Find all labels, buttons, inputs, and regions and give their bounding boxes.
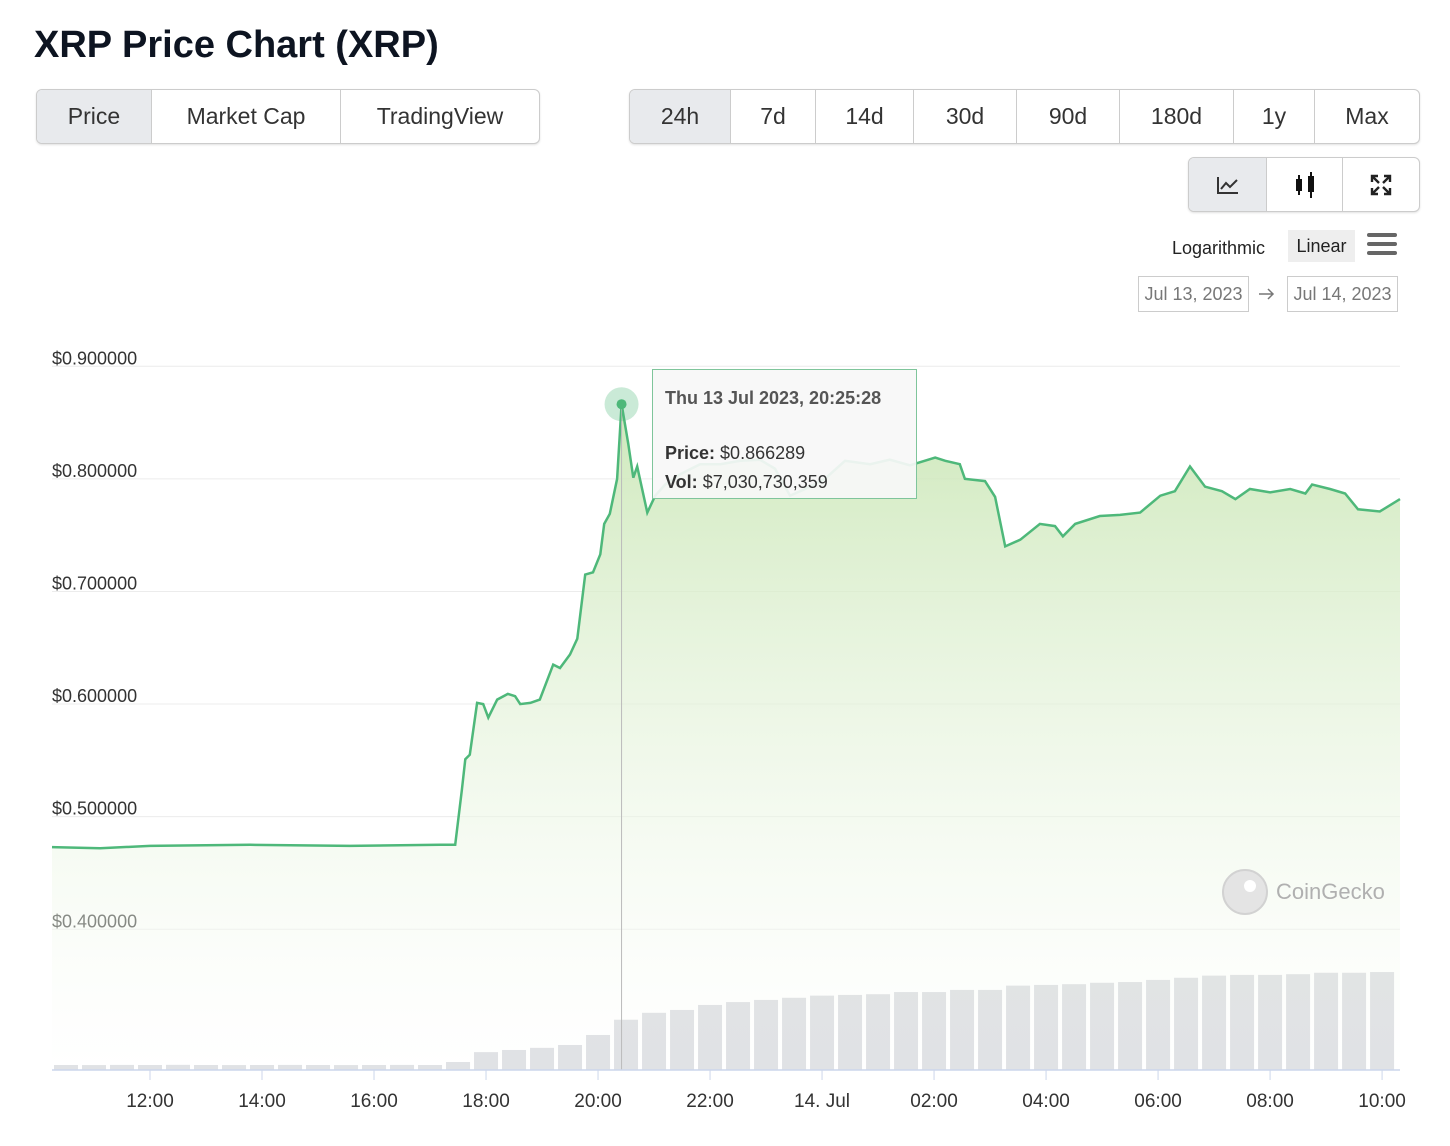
- y-tick-label: $0.900000: [52, 348, 137, 368]
- y-tick-label: $0.700000: [52, 573, 137, 593]
- x-tick-label: 06:00: [1134, 1091, 1182, 1112]
- expand-icon: [1370, 174, 1392, 195]
- line-icon: [1216, 176, 1238, 194]
- range-button[interactable]: 1y: [1234, 90, 1315, 143]
- page-title: XRP Price Chart (XRP): [34, 24, 439, 66]
- x-tick-label: 02:00: [910, 1091, 958, 1112]
- range-button[interactable]: Max: [1345, 103, 1389, 129]
- tooltip-vol-label: Vol:: [665, 472, 698, 492]
- range-button[interactable]: 90d: [1017, 90, 1120, 143]
- candle-icon: [1295, 171, 1314, 198]
- x-tick-label: 20:00: [574, 1091, 622, 1112]
- x-tick-label: 14:00: [238, 1091, 286, 1112]
- range-group: 24h 7d 14d 30d 90d 180d 1y Max: [629, 89, 1420, 144]
- candle-chart-button[interactable]: [1267, 158, 1343, 211]
- y-tick-label: $0.800000: [52, 461, 137, 481]
- range-button[interactable]: 7d: [731, 90, 816, 143]
- x-tick-label: 18:00: [462, 1091, 510, 1112]
- tooltip-vol: $7,030,730,359: [702, 472, 828, 492]
- tab[interactable]: TradingView: [376, 103, 504, 129]
- tooltip: Thu 13 Jul 2023, 20:25:28 Price: $0.8662…: [652, 369, 917, 499]
- log-option[interactable]: Logarithmic: [1172, 238, 1266, 258]
- tab-group: Price Market Cap TradingView: [36, 89, 540, 144]
- watermark-text: CoinGecko: [1276, 879, 1385, 904]
- hover-point: [616, 399, 627, 410]
- x-tick-label: 22:00: [686, 1091, 734, 1112]
- date-from[interactable]: Jul 13, 2023: [1138, 276, 1249, 312]
- linear-option[interactable]: Linear: [1288, 230, 1355, 262]
- price-area: [52, 404, 1400, 1070]
- x-tick-label: 08:00: [1246, 1091, 1294, 1112]
- tab[interactable]: Market Cap: [152, 90, 341, 143]
- menu-icon[interactable]: [1367, 232, 1397, 256]
- x-tick-label: 12:00: [126, 1091, 174, 1112]
- date-to[interactable]: Jul 14, 2023: [1287, 276, 1398, 312]
- range-button[interactable]: 30d: [914, 90, 1017, 143]
- y-tick-label: $0.500000: [52, 799, 137, 819]
- x-tick-label: 04:00: [1022, 1091, 1070, 1112]
- tooltip-price: $0.866289: [720, 443, 806, 463]
- range-button[interactable]: 24h: [630, 90, 731, 143]
- tooltip-time: Thu 13 Jul 2023, 20:25:28: [665, 388, 882, 408]
- arrow-icon: [1259, 288, 1275, 300]
- range-button[interactable]: 180d: [1120, 90, 1234, 143]
- tooltip-price-label: Price:: [665, 443, 716, 463]
- range-button[interactable]: 14d: [816, 90, 914, 143]
- x-tick-label: 14. Jul: [794, 1091, 850, 1112]
- watermark: CoinGecko: [1222, 869, 1385, 915]
- fullscreen-button[interactable]: [1343, 158, 1419, 211]
- chart-type-group: [1188, 157, 1420, 212]
- line-chart-button[interactable]: [1189, 158, 1267, 211]
- y-tick-label: $0.600000: [52, 686, 137, 706]
- x-tick-label: 16:00: [350, 1091, 398, 1112]
- tab[interactable]: Price: [37, 90, 152, 143]
- x-tick-label: 10:00: [1358, 1091, 1406, 1112]
